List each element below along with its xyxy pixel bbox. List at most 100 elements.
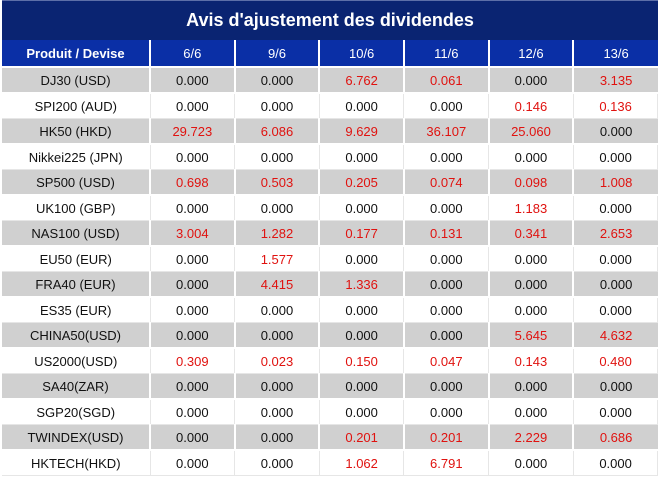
product-cell: UK100 (GBP) [2,195,151,221]
value-cell: 0.000 [150,450,236,476]
value-cell: 0.000 [403,297,490,323]
value-cell: 36.107 [403,118,490,145]
table-row: UK100 (GBP) 0.000 0.000 0.000 0.000 1.183 0.00… [2,195,659,221]
value-cell: 6.762 [319,67,405,94]
table-row: EU50 (EUR) 0.000 1.577 0.000 0.000 0.000 0.000 [2,246,659,272]
table-row: HK50 (HKD) 29.723 6.086 9.629 36.107 25.060 0.… [2,118,658,145]
product-cell: TWINDEX(USD) [2,424,151,451]
value-cell: 0.000 [573,144,659,170]
value-cell: 0.136 [573,93,659,119]
value-cell: 0.000 [573,373,658,400]
table-row: SA40(ZAR) 0.000 0.000 0.000 0.000 0.000 0.000 [2,373,658,400]
value-cell: 0.000 [319,297,405,323]
value-cell: 1.008 [573,169,658,196]
value-cell: 0.000 [319,373,405,400]
table-row: FRA40 (EUR) 0.000 4.415 1.336 0.000 0.000 0.00… [2,271,658,298]
value-cell: 0.000 [488,144,574,170]
value-cell: 0.023 [234,348,320,374]
value-cell: 3.004 [150,220,236,247]
table-row: NAS100 (USD) 3.004 1.282 0.177 0.131 0.341 2.6… [2,220,658,247]
value-cell: 0.000 [234,322,321,349]
header-date: 12/6 [488,40,575,68]
value-cell: 0.000 [319,93,405,119]
value-cell: 9.629 [319,118,405,145]
value-cell: 0.000 [573,246,659,272]
table-row: SGP20(SGD) 0.000 0.000 0.000 0.000 0.000 0.000 [2,399,659,425]
value-cell: 0.000 [319,246,405,272]
value-cell: 0.000 [488,246,574,272]
product-cell: NAS100 (USD) [2,220,151,247]
value-cell: 0.074 [403,169,490,196]
value-cell: 0.000 [150,373,236,400]
table-body: DJ30 (USD) 0.000 0.000 6.762 0.061 0.000 3.135… [2,67,659,476]
value-cell: 5.645 [488,322,575,349]
value-cell: 0.000 [234,144,320,170]
table-row: SPI200 (AUD) 0.000 0.000 0.000 0.000 0.146 0.1… [2,93,659,119]
value-cell: 0.098 [488,169,575,196]
header-date: 11/6 [403,40,490,68]
product-cell: US2000(USD) [2,348,151,374]
value-cell: 0.000 [150,246,236,272]
value-cell: 0.000 [234,297,320,323]
value-cell: 0.000 [488,297,574,323]
value-cell: 0.000 [403,246,490,272]
header-date: 6/6 [150,40,236,68]
value-cell: 0.000 [403,322,490,349]
table-row: SP500 (USD) 0.698 0.503 0.205 0.074 0.098 1.00… [2,169,658,196]
value-cell: 0.686 [573,424,658,451]
value-cell: 0.000 [403,399,490,425]
table-row: TWINDEX(USD) 0.000 0.000 0.201 0.201 2.229 0.6… [2,424,658,451]
value-cell: 0.480 [573,348,659,374]
value-cell: 1.336 [319,271,405,298]
product-cell: ES35 (EUR) [2,297,151,323]
product-cell: SGP20(SGD) [2,399,151,425]
value-cell: 1.282 [234,220,321,247]
header-product: Produit / Devise [2,40,151,68]
value-cell: 0.000 [234,450,320,476]
header-date: 13/6 [573,40,658,68]
value-cell: 0.146 [488,93,574,119]
value-cell: 0.000 [150,399,236,425]
value-cell: 0.000 [234,67,321,94]
header-date: 9/6 [234,40,321,68]
value-cell: 0.000 [403,373,490,400]
value-cell: 0.000 [319,144,405,170]
value-cell: 0.047 [403,348,490,374]
table-row: Nikkei225 (JPN) 0.000 0.000 0.000 0.000 0.000… [2,144,659,170]
value-cell: 0.000 [150,424,236,451]
value-cell: 0.205 [319,169,405,196]
product-cell: Nikkei225 (JPN) [2,144,151,170]
value-cell: 1.183 [488,195,574,221]
value-cell: 0.341 [488,220,575,247]
value-cell: 4.415 [234,271,321,298]
value-cell: 0.201 [403,424,490,451]
value-cell: 0.000 [319,195,405,221]
value-cell: 0.000 [319,399,405,425]
value-cell: 3.135 [573,67,658,94]
value-cell: 0.150 [319,348,405,374]
value-cell: 0.000 [150,93,236,119]
value-cell: 0.000 [573,399,659,425]
table-title: Avis d'ajustement des dividendes [2,0,658,40]
value-cell: 0.000 [150,271,236,298]
value-cell: 2.229 [488,424,575,451]
header-date: 10/6 [319,40,405,68]
table-row: HKTECH(HKD) 0.000 0.000 1.062 6.791 0.000 0.00… [2,450,659,476]
value-cell: 0.000 [403,271,490,298]
value-cell: 0.000 [403,93,490,119]
value-cell: 0.000 [403,144,490,170]
value-cell: 6.791 [403,450,490,476]
value-cell: 29.723 [150,118,236,145]
value-cell: 0.000 [234,93,320,119]
dividend-table: Produit / Devise 6/6 9/6 10/6 11/6 12/6 … [2,40,659,476]
value-cell: 0.131 [403,220,490,247]
value-cell: 0.000 [573,195,659,221]
value-cell: 0.000 [488,450,574,476]
value-cell: 2.653 [573,220,658,247]
table-row: CHINA50(USD) 0.000 0.000 0.000 0.000 5.645 4.6… [2,322,658,349]
value-cell: 1.577 [234,246,320,272]
value-cell: 0.000 [150,67,236,94]
value-cell: 0.000 [234,373,321,400]
value-cell: 0.503 [234,169,321,196]
header-row: Produit / Devise 6/6 9/6 10/6 11/6 12/6 … [2,40,658,68]
